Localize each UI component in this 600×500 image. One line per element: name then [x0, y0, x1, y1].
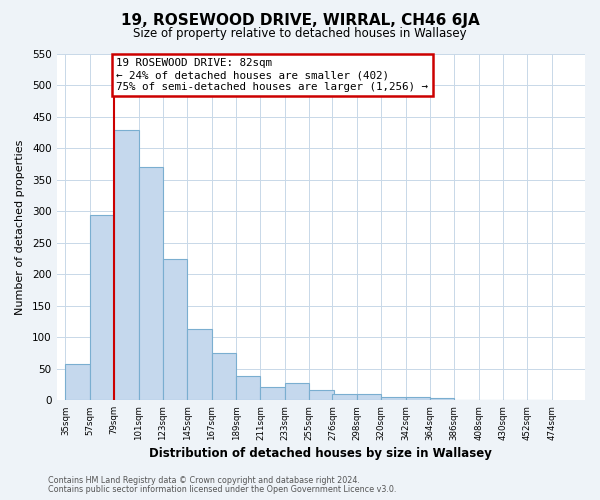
X-axis label: Distribution of detached houses by size in Wallasey: Distribution of detached houses by size …: [149, 447, 492, 460]
Bar: [381, 397, 406, 400]
Bar: [212, 353, 236, 401]
Bar: [309, 390, 334, 400]
Bar: [163, 258, 187, 400]
Bar: [65, 364, 90, 400]
Text: Contains public sector information licensed under the Open Government Licence v3: Contains public sector information licen…: [48, 485, 397, 494]
Text: 19, ROSEWOOD DRIVE, WIRRAL, CH46 6JA: 19, ROSEWOOD DRIVE, WIRRAL, CH46 6JA: [121, 12, 479, 28]
Bar: [332, 394, 357, 400]
Text: 19 ROSEWOOD DRIVE: 82sqm
← 24% of detached houses are smaller (402)
75% of semi-: 19 ROSEWOOD DRIVE: 82sqm ← 24% of detach…: [116, 58, 428, 92]
Bar: [236, 376, 260, 400]
Bar: [406, 397, 430, 400]
Bar: [90, 214, 114, 400]
Text: Contains HM Land Registry data © Crown copyright and database right 2024.: Contains HM Land Registry data © Crown c…: [48, 476, 360, 485]
Bar: [357, 394, 381, 400]
Text: Size of property relative to detached houses in Wallasey: Size of property relative to detached ho…: [133, 28, 467, 40]
Bar: [285, 382, 309, 400]
Bar: [139, 168, 163, 400]
Bar: [187, 329, 212, 400]
Y-axis label: Number of detached properties: Number of detached properties: [15, 140, 25, 315]
Bar: [430, 398, 454, 400]
Bar: [260, 387, 285, 400]
Bar: [114, 130, 139, 400]
